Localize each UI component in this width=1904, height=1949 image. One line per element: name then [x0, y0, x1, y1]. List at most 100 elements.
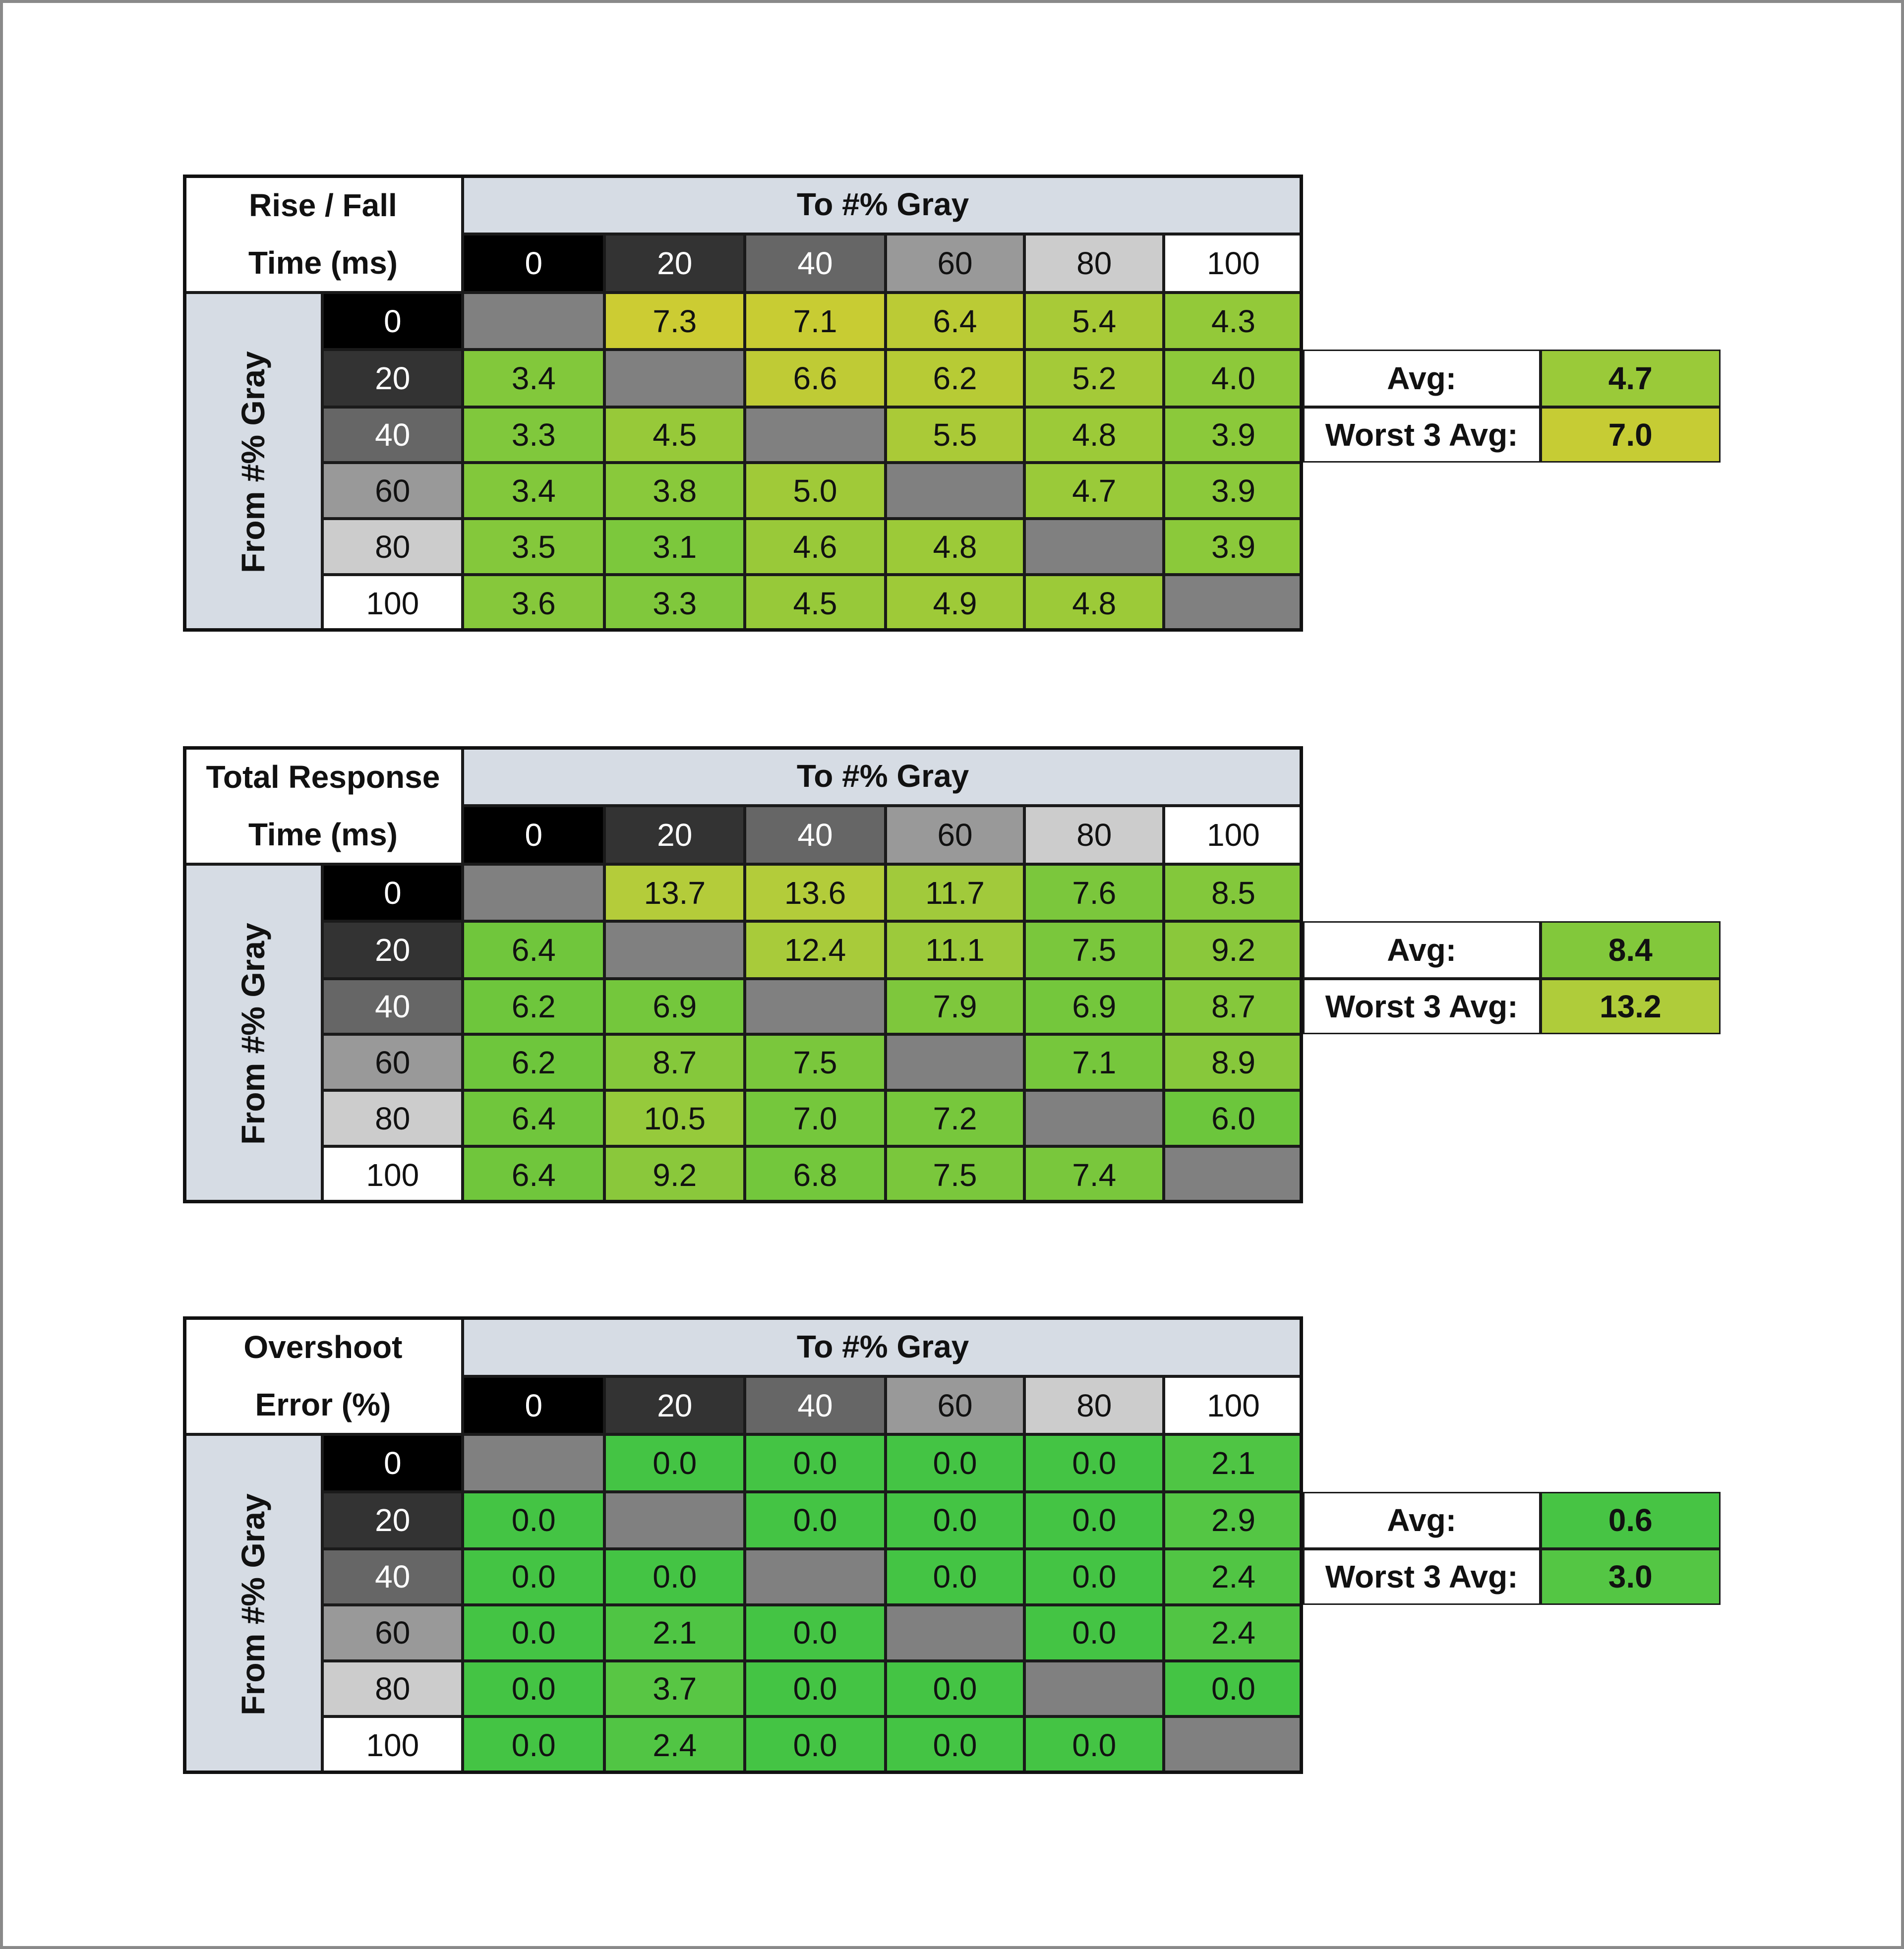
summary-label: Worst 3 Avg:: [1303, 978, 1541, 1035]
data-cell-text: 11.1: [925, 932, 985, 968]
column-header: 60: [885, 234, 1025, 293]
empty-cell: [745, 978, 886, 1035]
data-cell-text: 3.3: [511, 417, 556, 453]
summary-value-text: 7.0: [1608, 417, 1653, 453]
summary-label-text: Worst 3 Avg:: [1325, 1559, 1518, 1595]
data-cell-text: 8.9: [1211, 1044, 1255, 1080]
row-header: 80: [322, 519, 463, 575]
data-cell: 5.4: [1024, 293, 1164, 350]
corner-header-text: Total Response: [206, 759, 440, 795]
row-header-text: 100: [366, 1157, 419, 1193]
row-header-text: 40: [375, 1559, 411, 1595]
data-cell-text: 0.0: [793, 1445, 837, 1481]
data-cell-text: 0.0: [1211, 1671, 1255, 1707]
to-header: To #% Gray: [463, 1316, 1303, 1376]
data-cell-text: 0.0: [933, 1727, 977, 1764]
data-cell: 4.8: [1024, 574, 1164, 632]
empty-cell: [745, 407, 886, 463]
data-cell: 6.2: [885, 350, 1025, 407]
data-cell: 7.5: [745, 1034, 886, 1091]
column-header: 0: [463, 806, 605, 864]
corner-header-text: Error (%): [255, 1387, 391, 1423]
row-header-text: 60: [375, 1615, 411, 1651]
data-cell: 13.6: [745, 864, 886, 922]
data-cell: 4.9: [885, 574, 1025, 632]
data-cell-text: 12.4: [784, 932, 846, 968]
data-cell: 7.5: [1024, 921, 1164, 979]
data-cell: 7.1: [1024, 1034, 1164, 1091]
data-cell-text: 0.0: [653, 1445, 697, 1481]
data-cell-text: 6.2: [511, 1044, 556, 1080]
row-header: 0: [322, 293, 463, 350]
summary-value-text: 4.7: [1608, 360, 1653, 396]
data-cell-text: 4.8: [1072, 585, 1117, 621]
data-cell-text: 3.6: [511, 585, 556, 621]
row-header-text: 80: [375, 1671, 411, 1707]
row-header: 80: [322, 1660, 463, 1717]
corner-header-text: Time (ms): [248, 244, 398, 281]
column-header-text: 40: [797, 245, 833, 282]
summary-value-text: 8.4: [1608, 932, 1653, 968]
column-header-text: 100: [1207, 245, 1260, 282]
data-cell: 3.9: [1164, 519, 1303, 575]
data-cell-text: 2.1: [653, 1615, 697, 1651]
data-cell: 7.0: [745, 1090, 886, 1146]
data-cell-text: 5.2: [1072, 360, 1117, 396]
column-header: 60: [885, 1376, 1025, 1435]
empty-cell: [885, 1604, 1025, 1661]
data-cell: 5.0: [745, 463, 886, 519]
summary-label-text: Avg:: [1387, 1502, 1457, 1538]
from-header-text: From #% Gray: [234, 1493, 271, 1715]
data-cell: 6.2: [463, 1034, 605, 1091]
row-header-text: 0: [383, 875, 402, 911]
corner-header-text: Overshoot: [243, 1329, 403, 1365]
data-cell-text: 7.5: [793, 1044, 837, 1080]
data-cell: 2.1: [1164, 1434, 1303, 1492]
data-cell: 0.0: [463, 1604, 605, 1661]
data-cell-text: 6.4: [933, 303, 977, 339]
data-cell: 6.4: [463, 1146, 605, 1204]
data-cell-text: 7.1: [1072, 1044, 1117, 1080]
data-cell-text: 6.9: [1072, 988, 1117, 1024]
summary-value: 3.0: [1540, 1549, 1721, 1605]
data-cell: 0.0: [745, 1491, 886, 1549]
from-header-text: From #% Gray: [234, 351, 271, 573]
empty-cell: [1164, 574, 1303, 632]
empty-cell: [1024, 1090, 1164, 1146]
data-cell-text: 7.5: [1072, 932, 1117, 968]
data-cell: 3.1: [604, 519, 745, 575]
data-cell-text: 2.9: [1211, 1502, 1255, 1538]
data-cell: 6.4: [463, 1090, 605, 1146]
to-header-text: To #% Gray: [796, 186, 969, 223]
row-header: 20: [322, 921, 463, 979]
summary-label: Avg:: [1303, 1491, 1541, 1549]
to-header: To #% Gray: [463, 174, 1303, 235]
row-header-text: 20: [375, 360, 411, 396]
data-cell: 8.7: [1164, 978, 1303, 1035]
row-header: 40: [322, 978, 463, 1035]
data-cell: 6.8: [745, 1146, 886, 1204]
summary-label: Worst 3 Avg:: [1303, 407, 1541, 463]
column-header: 60: [885, 806, 1025, 864]
data-cell: 3.9: [1164, 463, 1303, 519]
column-header-text: 60: [937, 245, 973, 282]
data-cell: 8.9: [1164, 1034, 1303, 1091]
row-header: 100: [322, 574, 463, 632]
column-header: 100: [1164, 806, 1303, 864]
data-cell-text: 0.0: [511, 1727, 556, 1764]
column-header-text: 0: [525, 245, 543, 282]
data-cell-text: 3.8: [653, 472, 697, 509]
data-cell: 3.3: [463, 407, 605, 463]
data-cell: 7.3: [604, 293, 745, 350]
data-cell: 0.0: [745, 1604, 886, 1661]
column-header: 80: [1024, 1376, 1164, 1435]
data-cell: 7.9: [885, 978, 1025, 1035]
row-header-text: 40: [375, 988, 411, 1024]
data-cell: 6.6: [745, 350, 886, 407]
data-cell: 6.4: [463, 921, 605, 979]
data-cell-text: 0.0: [793, 1615, 837, 1651]
data-cell: 3.4: [463, 463, 605, 519]
data-cell-text: 4.8: [933, 529, 977, 565]
data-cell-text: 7.3: [653, 303, 697, 339]
empty-cell: [463, 293, 605, 350]
